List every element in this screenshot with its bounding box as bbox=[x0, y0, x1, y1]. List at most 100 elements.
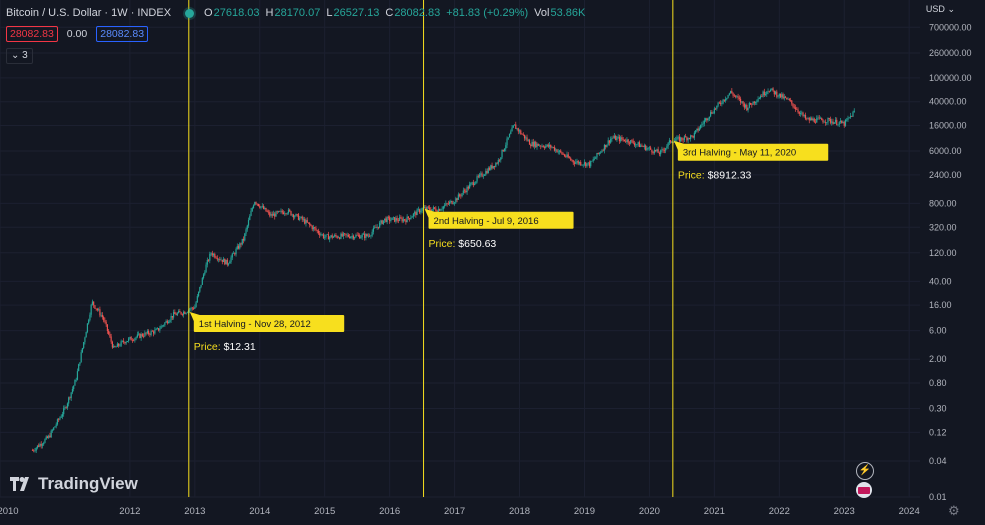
candle bbox=[692, 135, 694, 138]
candle bbox=[799, 112, 802, 114]
candle bbox=[184, 311, 186, 314]
candle bbox=[396, 218, 398, 221]
tradingview-logo-icon bbox=[10, 477, 29, 491]
candle bbox=[625, 141, 627, 142]
candle bbox=[543, 147, 546, 148]
candle bbox=[355, 235, 357, 238]
currency-selector[interactable]: USD ⌄ bbox=[925, 4, 955, 14]
candle bbox=[344, 233, 346, 234]
lightning-icon[interactable]: ⚡ bbox=[856, 462, 874, 480]
candle bbox=[155, 328, 157, 330]
candle bbox=[612, 137, 614, 139]
x-tick-label: 2021 bbox=[704, 506, 725, 517]
candle bbox=[724, 99, 727, 101]
candle bbox=[671, 142, 673, 144]
candle bbox=[806, 118, 808, 120]
candle bbox=[853, 110, 855, 113]
candle bbox=[657, 149, 659, 153]
candle bbox=[852, 112, 854, 117]
symbol-legend[interactable]: Bitcoin / U.S. Dollar · 1W · INDEX O 2761… bbox=[6, 7, 586, 19]
tradingview-logo[interactable]: TradingView bbox=[10, 474, 138, 494]
candle bbox=[230, 257, 232, 262]
candle bbox=[462, 190, 464, 194]
candle bbox=[307, 222, 310, 224]
candle bbox=[362, 233, 365, 235]
candle bbox=[511, 127, 513, 132]
candle bbox=[558, 150, 561, 152]
open-value: 27618.03 bbox=[213, 7, 260, 19]
candle bbox=[483, 174, 486, 176]
candle bbox=[468, 184, 471, 189]
candle bbox=[177, 311, 180, 314]
market-status-icon[interactable] bbox=[185, 8, 195, 18]
candle bbox=[762, 91, 764, 97]
candle bbox=[138, 333, 140, 335]
candle bbox=[796, 109, 798, 110]
x-tick-label: 2019 bbox=[574, 506, 595, 517]
candle bbox=[822, 120, 824, 123]
candle bbox=[737, 96, 739, 98]
candle bbox=[270, 214, 272, 216]
candle bbox=[195, 302, 197, 308]
candle bbox=[291, 214, 293, 216]
candle bbox=[285, 213, 287, 215]
candle bbox=[833, 122, 835, 124]
candle bbox=[279, 211, 281, 212]
candle bbox=[608, 140, 611, 143]
candle bbox=[828, 118, 830, 120]
candle bbox=[616, 137, 618, 141]
y-tick-label: 40000.00 bbox=[929, 97, 967, 107]
candle bbox=[690, 135, 692, 139]
candle bbox=[824, 122, 827, 123]
candle bbox=[537, 143, 539, 146]
candle bbox=[226, 259, 228, 265]
y-axis[interactable]: 700000.00 260000.00 100000.00 40000.00 16000… bbox=[929, 22, 972, 502]
ask-button[interactable]: 28082.83 bbox=[96, 26, 149, 42]
candle bbox=[446, 203, 448, 204]
y-tick-label: 100000.00 bbox=[929, 73, 972, 83]
candle bbox=[807, 118, 809, 119]
indicators-toggle[interactable]: ⌄ 3 bbox=[6, 48, 33, 64]
candle bbox=[656, 149, 658, 152]
candle bbox=[650, 147, 652, 150]
candle bbox=[728, 93, 730, 95]
candle bbox=[562, 154, 564, 155]
candle bbox=[84, 337, 86, 343]
candle bbox=[375, 227, 377, 229]
candle bbox=[848, 117, 850, 118]
candle bbox=[794, 107, 797, 110]
candle bbox=[743, 103, 745, 108]
flag-icon[interactable] bbox=[856, 482, 872, 498]
candle bbox=[573, 162, 576, 164]
x-axis[interactable]: 2010 2012 2013 2014 2015 2016 2017 2018 2019 2020… bbox=[0, 506, 920, 517]
candle bbox=[530, 144, 532, 147]
candle bbox=[185, 312, 187, 314]
candle bbox=[330, 235, 332, 237]
candle bbox=[250, 210, 252, 216]
bid-button[interactable]: 28082.83 bbox=[6, 26, 58, 42]
candle bbox=[643, 145, 646, 147]
candle bbox=[239, 243, 241, 249]
candle bbox=[515, 124, 517, 129]
candle bbox=[637, 142, 639, 145]
candle bbox=[680, 137, 682, 142]
candle bbox=[280, 210, 282, 212]
candle bbox=[814, 121, 817, 123]
candle bbox=[225, 259, 227, 265]
candle bbox=[212, 253, 215, 256]
candle bbox=[455, 198, 457, 203]
candle bbox=[332, 236, 335, 238]
candle bbox=[277, 211, 280, 213]
candle bbox=[768, 91, 770, 92]
candle bbox=[458, 194, 461, 196]
candle bbox=[402, 219, 404, 222]
candle bbox=[597, 152, 599, 154]
candle bbox=[241, 238, 243, 245]
candle bbox=[210, 253, 212, 254]
gear-icon[interactable]: ⚙ bbox=[948, 503, 960, 518]
candle bbox=[610, 138, 612, 143]
candle bbox=[734, 95, 737, 97]
candle bbox=[199, 286, 201, 292]
symbol-title[interactable]: Bitcoin / U.S. Dollar · 1W · INDEX bbox=[6, 7, 172, 19]
